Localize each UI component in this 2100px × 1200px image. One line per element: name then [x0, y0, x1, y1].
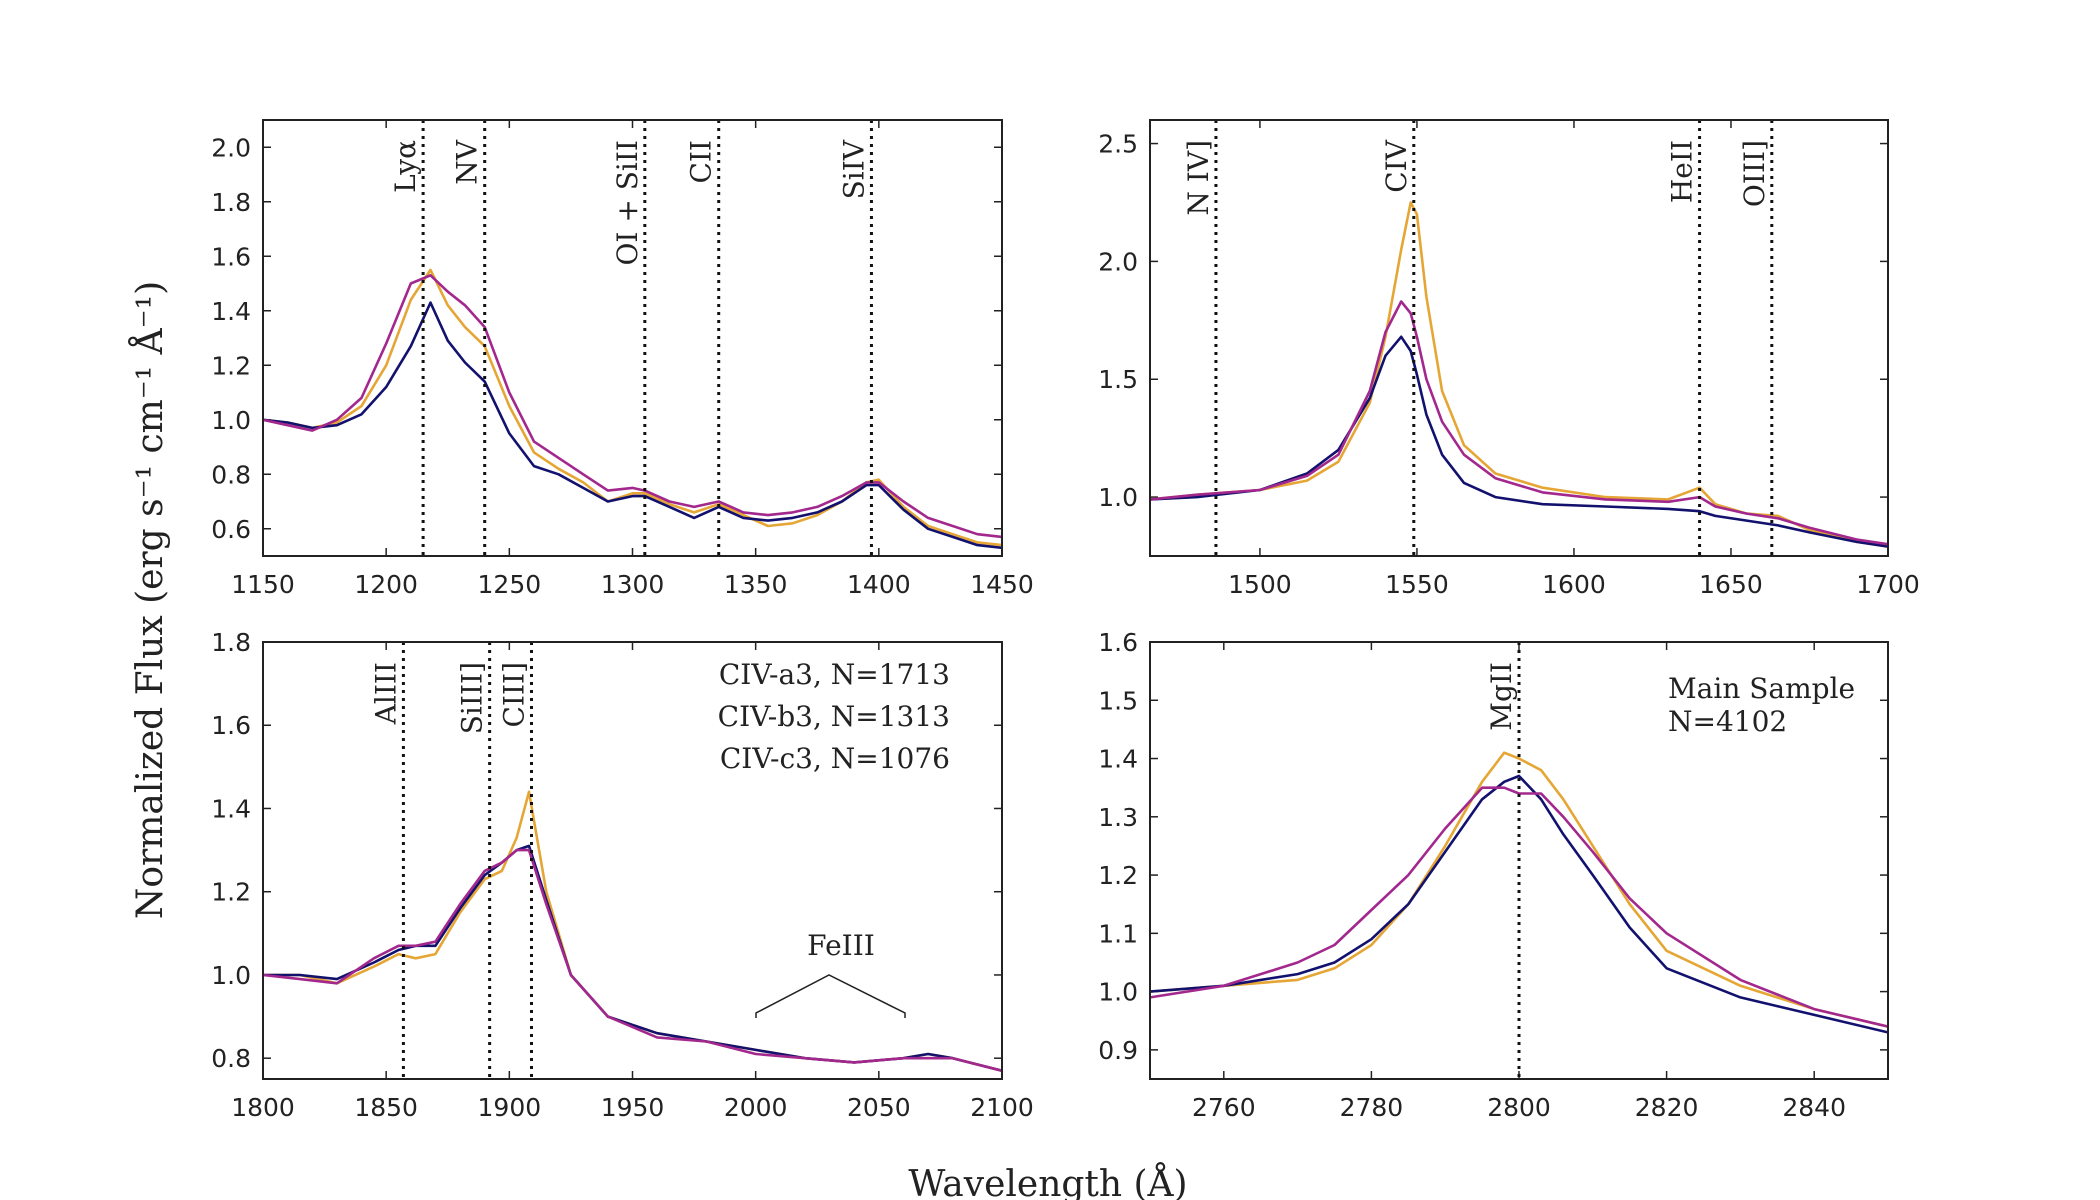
x-tick-label: 1950: [601, 1093, 665, 1122]
series-civ-c3: [1150, 300, 1888, 546]
line-label-ciii: CIII]: [498, 662, 531, 728]
x-tick-label: 2000: [724, 1093, 788, 1122]
y-tick-label: 1.6: [211, 242, 251, 271]
series-civ-a3: [263, 268, 1002, 547]
x-tick-label: 1200: [354, 570, 418, 599]
legend-entry-civ-a3: CIV-a3, N=1713: [719, 658, 950, 691]
y-tick-label: 0.8: [211, 1044, 251, 1073]
sample-name: Main Sample: [1668, 672, 1855, 705]
feiii-bracket: [755, 974, 906, 1018]
line-label-n-iv: N IV]: [1182, 140, 1215, 216]
line-label-ly: Lyα: [389, 140, 422, 193]
x-tick-label: 1500: [1228, 570, 1292, 599]
sample-annotation: Main Sample N=4102: [1668, 672, 1855, 738]
x-tick-label: 1150: [231, 570, 295, 599]
legend: CIV-a3, N=1713 CIV-b3, N=1313 CIV-c3, N=…: [718, 658, 950, 775]
series-civ-b3: [1150, 774, 1888, 1034]
series-civ-c3: [263, 274, 1002, 539]
bottom-right-frame: [1149, 641, 1889, 1080]
y-tick-label: 1.2: [211, 351, 251, 380]
x-axis-label: Wavelength (Å): [908, 1163, 1187, 1200]
line-label-siiv: SiIV: [837, 139, 870, 199]
feiii-label: FeIII: [807, 929, 875, 962]
y-tick-label: 1.8: [211, 628, 251, 657]
bottom-right-panel: 2760 2780 2800 2820 2840 0.9 1.0 1.1 1.2 1.3 1.4 1.…: [1098, 628, 1889, 1122]
x-tick-label: 2780: [1340, 1093, 1404, 1122]
x-tick-label: 1400: [847, 570, 911, 599]
y-tick-label: 1.1: [1098, 919, 1138, 948]
top-right-series-group: [1150, 201, 1888, 548]
top-right-panel: 1500 1550 1600 1650 1700 1.0 1.5 2.0 2.5 N IV] CIV…: [1098, 119, 1920, 599]
y-tick-label: 1.4: [1098, 745, 1138, 774]
x-tick-label: 1300: [601, 570, 665, 599]
x-tick-label: 1850: [354, 1093, 418, 1122]
x-tick-label: 2820: [1635, 1093, 1699, 1122]
x-tick-label: 1900: [478, 1093, 542, 1122]
x-tick-label: 1550: [1385, 570, 1449, 599]
y-tick-label: 0.9: [1098, 1036, 1138, 1065]
line-label-oiii: OIII]: [1738, 140, 1771, 207]
x-tick-label: 2100: [970, 1093, 1034, 1122]
y-tick-label: 0.8: [211, 460, 251, 489]
series-civ-b3: [263, 301, 1002, 550]
y-tick-label: 1.5: [1098, 365, 1138, 394]
top-right-frame: [1149, 119, 1889, 557]
y-tick-label: 2.5: [1098, 130, 1138, 159]
y-tick-label: 1.8: [211, 188, 251, 217]
x-tick-label: 2760: [1192, 1093, 1256, 1122]
y-tick-label: 2.0: [211, 133, 251, 162]
legend-entry-civ-c3: CIV-c3, N=1076: [720, 742, 950, 775]
x-tick-label: 1800: [231, 1093, 295, 1122]
bottom-left-frame: [262, 641, 1003, 1080]
y-axis-label: Normalized Flux (erg s⁻¹ cm⁻¹ Å⁻¹): [129, 281, 171, 919]
series-civ-c3: [1150, 786, 1888, 1028]
sample-count: N=4102: [1668, 705, 1787, 738]
line-label-heii: HeII: [1666, 140, 1699, 203]
x-tick-label: 1450: [970, 570, 1034, 599]
line-label-aliii: AlIII: [369, 662, 402, 725]
x-tick-label: 1600: [1542, 570, 1606, 599]
x-tick-label: 2800: [1487, 1093, 1551, 1122]
y-tick-label: 1.0: [211, 406, 251, 435]
series-civ-b3: [1150, 335, 1888, 548]
x-tick-label: 1700: [1856, 570, 1920, 599]
y-tick-label: 1.5: [1098, 686, 1138, 715]
series-civ-c3: [263, 848, 1002, 1072]
y-tick-label: 2.0: [1098, 247, 1138, 276]
line-label-oi-siii: OI + SiII: [611, 140, 644, 266]
feiii-annotation: FeIII: [755, 929, 906, 1018]
x-tick-label: 2840: [1782, 1093, 1846, 1122]
y-tick-label: 1.4: [211, 794, 251, 823]
y-tick-label: 1.2: [211, 878, 251, 907]
top-left-panel: 1150 1200 1250 1300 1350 1400 1450 0.6 0.8 1.0 1.2…: [211, 119, 1034, 599]
x-tick-label: 1250: [478, 570, 542, 599]
x-tick-label: 1350: [724, 570, 788, 599]
y-tick-label: 1.0: [1098, 978, 1138, 1007]
line-label-nv: NV: [451, 139, 484, 185]
legend-entry-civ-b3: CIV-b3, N=1313: [718, 700, 950, 733]
bottom-left-series-group: [263, 790, 1002, 1072]
bottom-right-series-group: [1150, 751, 1888, 1034]
line-label-siiii: SiIII]: [456, 662, 489, 734]
bottom-left-panel: 1800 1850 1900 1950 2000 2050 2100 0.8 1.0 1.2 1.4…: [211, 628, 1034, 1122]
y-tick-label: 1.2: [1098, 861, 1138, 890]
x-tick-label: 1650: [1699, 570, 1763, 599]
y-tick-label: 1.6: [1098, 628, 1138, 657]
x-tick-label: 2050: [847, 1093, 911, 1122]
y-tick-label: 1.3: [1098, 803, 1138, 832]
y-tick-label: 1.0: [1098, 483, 1138, 512]
line-label-mgii: MgII: [1485, 662, 1518, 731]
series-civ-a3: [1150, 751, 1888, 1028]
y-tick-label: 1.4: [211, 297, 251, 326]
top-left-frame: [262, 119, 1003, 557]
top-left-series-group: [263, 268, 1002, 550]
line-label-civ: CIV: [1380, 139, 1413, 192]
y-tick-label: 0.6: [211, 515, 251, 544]
line-label-cii: CII: [685, 140, 718, 184]
y-tick-label: 1.6: [211, 711, 251, 740]
y-tick-label: 1.0: [211, 961, 251, 990]
